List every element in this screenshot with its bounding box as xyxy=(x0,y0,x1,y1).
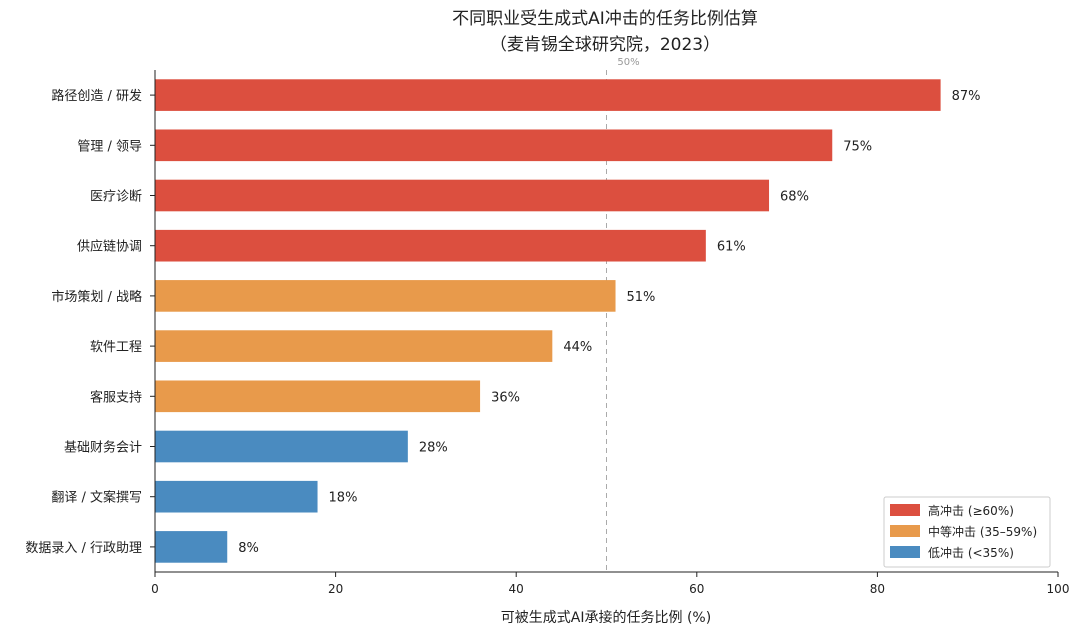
x-tick-label: 20 xyxy=(328,582,343,596)
bar xyxy=(155,380,481,413)
data-label: 36% xyxy=(491,390,520,405)
category-label: 医疗诊断 xyxy=(90,190,142,205)
data-label: 87% xyxy=(952,89,981,104)
x-tick-label: 100 xyxy=(1047,582,1070,596)
legend-swatch xyxy=(890,546,920,558)
plot-area: 50% 87% 路径创造 / 研发 75% 管理 / 领导 68% 医疗诊断 61% 供应链协调… xyxy=(25,57,1069,596)
bar xyxy=(155,129,833,162)
chart-title: 不同职业受生成式AI冲击的任务比例估算 xyxy=(452,9,758,29)
data-label: 28% xyxy=(419,441,448,456)
legend-swatch xyxy=(890,525,920,537)
legend-label: 高冲击 (≥60%) xyxy=(928,503,1014,518)
bar xyxy=(155,229,706,262)
data-label: 61% xyxy=(717,240,746,255)
category-label: 基础财务会计 xyxy=(64,440,142,456)
bar xyxy=(155,330,553,362)
reference-line-label: 50% xyxy=(617,57,639,68)
category-label: 市场策划 / 战略 xyxy=(51,289,142,305)
category-label: 翻译 / 文案撰写 xyxy=(51,491,142,506)
legend: 高冲击 (≥60%) 中等冲击 (35–59%) 低冲击 (<35%) xyxy=(883,496,1051,568)
bar xyxy=(155,480,318,513)
category-label: 软件工程 xyxy=(90,340,142,355)
legend-label: 中等冲击 (35–59%) xyxy=(928,524,1037,539)
data-label: 68% xyxy=(780,190,809,205)
legend-box xyxy=(883,496,1051,568)
bar xyxy=(155,79,941,111)
category-label: 管理 / 领导 xyxy=(77,139,142,154)
bar xyxy=(155,280,616,312)
bar xyxy=(155,531,228,563)
category-label: 路径创造 / 研发 xyxy=(51,88,142,104)
data-label: 44% xyxy=(563,340,592,355)
x-tick-label: 60 xyxy=(689,582,704,596)
legend-label: 低冲击 (<35%) xyxy=(928,545,1014,560)
data-label: 51% xyxy=(627,290,656,305)
legend-swatch xyxy=(890,504,920,516)
chart-subtitle: （麦肯锡全球研究院，2023） xyxy=(490,35,720,55)
bar xyxy=(155,179,770,212)
data-label: 75% xyxy=(843,139,872,154)
data-label: 8% xyxy=(238,541,259,556)
x-tick-label: 40 xyxy=(509,582,524,596)
category-label: 供应链协调 xyxy=(77,239,142,255)
data-label: 18% xyxy=(329,491,358,506)
category-label: 数据录入 / 行政助理 xyxy=(25,541,142,556)
x-tick-label: 0 xyxy=(151,582,159,596)
bar xyxy=(155,430,408,463)
category-label: 客服支持 xyxy=(90,389,142,405)
x-axis-title: 可被生成式AI承接的任务比例 (%) xyxy=(501,609,711,626)
x-tick-label: 80 xyxy=(870,582,885,596)
